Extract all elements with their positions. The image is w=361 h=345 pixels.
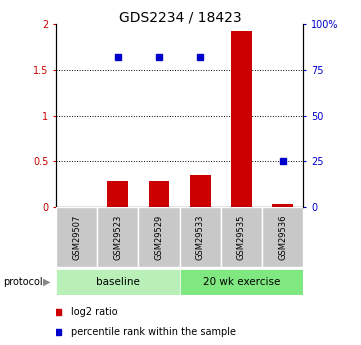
Text: GSM29523: GSM29523 (113, 215, 122, 260)
Text: GSM29536: GSM29536 (278, 215, 287, 260)
Bar (56, 269, 180, 295)
Text: GDS2234 / 18423: GDS2234 / 18423 (119, 10, 242, 24)
Bar (221, 207, 262, 267)
Bar (180, 207, 221, 267)
Bar (262, 207, 303, 267)
Text: GSM29535: GSM29535 (237, 215, 246, 260)
Text: baseline: baseline (96, 277, 140, 287)
Bar (149, 181, 169, 207)
Bar (138, 207, 180, 267)
Bar (56, 207, 97, 267)
Bar (190, 175, 210, 207)
Text: GSM29529: GSM29529 (155, 215, 164, 260)
Text: protocol: protocol (4, 277, 43, 287)
Bar (272, 204, 293, 207)
Bar (231, 31, 252, 207)
Bar (108, 181, 128, 207)
Text: log2 ratio: log2 ratio (71, 307, 117, 317)
Text: percentile rank within the sample: percentile rank within the sample (71, 327, 236, 337)
Bar (180, 269, 303, 295)
Bar (97, 207, 138, 267)
Text: GSM29507: GSM29507 (72, 215, 81, 260)
Text: 20 wk exercise: 20 wk exercise (203, 277, 280, 287)
Text: GSM29533: GSM29533 (196, 215, 205, 260)
Text: ▶: ▶ (43, 277, 51, 287)
